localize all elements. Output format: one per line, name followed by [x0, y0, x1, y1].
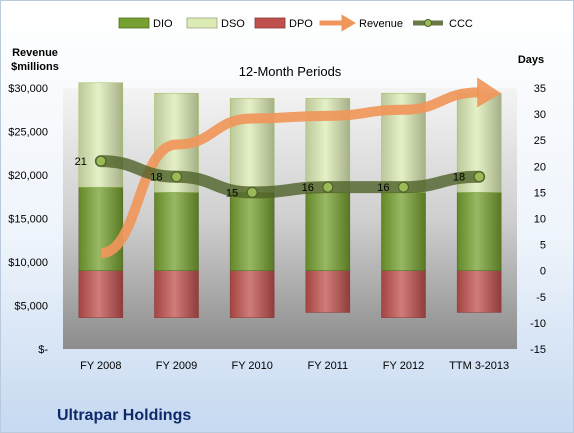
legend-label-dio: DIO: [153, 18, 173, 30]
ccc-data-label: 16: [302, 182, 314, 194]
left-tick-label: $15,000: [8, 214, 48, 226]
revenue-arrowhead: [477, 77, 502, 108]
legend-label-revenue: Revenue: [359, 18, 403, 30]
dpo-bar: [456, 270, 502, 313]
ccc-point: [397, 181, 410, 193]
dio-bar: [305, 192, 351, 271]
dpo-bar: [381, 270, 426, 318]
right-tick-label: -5: [536, 292, 546, 304]
dio-bar: [154, 192, 199, 271]
dpo-bar: [229, 270, 275, 318]
right-tick-label: 10: [534, 214, 546, 226]
ccc-point: [322, 181, 334, 193]
dso-bar: [229, 98, 275, 193]
right-tick-label: 0: [540, 266, 546, 278]
chart-title: 12-Month Periods: [239, 64, 342, 79]
plot-area: [63, 88, 517, 349]
category-label: FY 2010: [231, 360, 272, 372]
ccc-point: [246, 186, 258, 198]
category-label: FY 2012: [383, 360, 424, 372]
legend-label-dpo: DPO: [289, 18, 313, 30]
dpo-bar: [78, 270, 124, 318]
ccc-point: [473, 171, 485, 183]
left-tick-label: $5,000: [14, 301, 48, 313]
dio-bar: [456, 192, 502, 271]
dio-bar: [229, 192, 275, 271]
category-label: TTM 3-2013: [449, 360, 509, 372]
right-tick-label: 5: [540, 240, 546, 252]
legend-label-ccc: CCC: [449, 18, 473, 30]
left-tick-label: $25,000: [8, 127, 48, 139]
right-tick-label: 30: [534, 109, 546, 121]
left-tick-label: $20,000: [8, 170, 48, 182]
right-tick-label: 20: [534, 161, 546, 173]
ccc-data-label: 16: [377, 182, 389, 194]
left-tick-label: $10,000: [8, 257, 48, 269]
dpo-bar: [154, 270, 199, 318]
legend-revenue-swatch: [319, 14, 356, 32]
legend-label-dso: DSO: [221, 18, 245, 30]
category-label: FY 2009: [156, 360, 197, 372]
ccc-line: [94, 155, 486, 199]
dso-bar: [78, 82, 124, 188]
left-tick-label: $30,000: [8, 83, 48, 95]
ccc-data-label: 18: [453, 172, 465, 184]
ccc-data-label: 15: [226, 187, 238, 199]
legend-dio-swatch: [118, 17, 150, 29]
right-axis-title: Days: [518, 54, 544, 66]
ccc-point: [170, 171, 183, 183]
company-name: Ultrapar Holdings: [57, 407, 192, 424]
right-tick-label: 35: [534, 83, 546, 95]
right-tick-label: 25: [534, 135, 546, 147]
legend-dpo-swatch: [254, 17, 286, 29]
dio-bar: [381, 192, 426, 271]
category-label: FY 2011: [308, 360, 349, 372]
legend-ccc-marker: [424, 19, 432, 27]
ccc-point: [95, 155, 107, 167]
right-tick-label: 15: [534, 187, 546, 199]
left-axis-title-line1: Revenue: [12, 47, 58, 59]
ccc-data-label: 21: [75, 156, 87, 168]
category-label: FY 2008: [80, 360, 121, 372]
legend-dso-swatch: [186, 17, 218, 29]
dpo-bar: [305, 270, 351, 313]
left-tick-label: $-: [38, 344, 48, 356]
right-tick-label: -15: [530, 344, 546, 356]
left-axis-title-line2: $millions: [11, 61, 59, 73]
ccc-data-label: 18: [150, 172, 162, 184]
right-tick-label: -10: [530, 318, 546, 330]
